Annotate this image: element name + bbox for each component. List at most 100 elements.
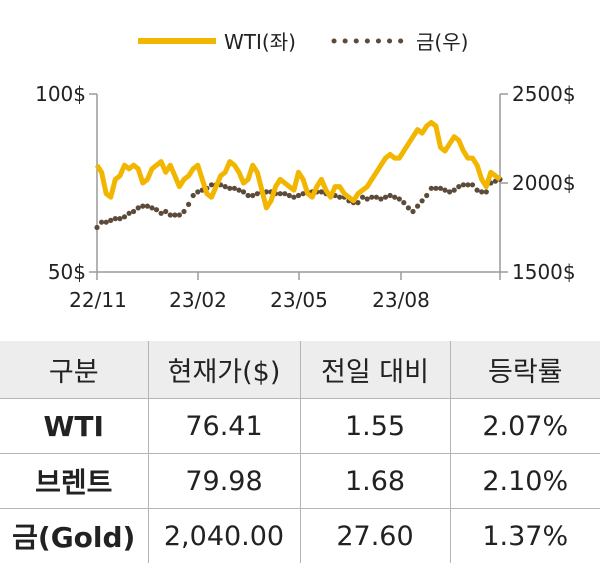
x-tick-label-2302: 23/02: [169, 288, 227, 312]
gold-point: [369, 195, 374, 200]
x-tick-label-2211: 22/11: [69, 288, 127, 312]
gold-point: [94, 225, 99, 230]
cell-change-rate: 2.07%: [450, 399, 600, 454]
gold-point: [136, 205, 141, 210]
right-tick-label-2000: 2000$: [512, 171, 576, 195]
table-header-row: 구분 현재가($) 전일 대비 등락률: [0, 341, 600, 399]
gold-point: [255, 191, 260, 196]
cell-change-rate: 2.10%: [450, 454, 600, 509]
gold-point: [461, 182, 466, 187]
legend-gold-label: 금(우): [416, 30, 468, 54]
gold-point: [131, 209, 136, 214]
gold-point: [456, 184, 461, 189]
gold-point: [392, 195, 397, 200]
header-change: 전일 대비: [300, 341, 450, 399]
gold-point: [479, 189, 484, 194]
gold-point: [122, 214, 127, 219]
gold-point: [159, 211, 164, 216]
cell-current-price: 79.98: [148, 454, 300, 509]
gold-point: [145, 204, 150, 209]
left-tick-label-50: 50$: [48, 260, 86, 284]
x-tick-label-2305: 23/05: [270, 288, 328, 312]
gold-point: [420, 198, 425, 203]
gold-point: [424, 193, 429, 198]
gold-point: [108, 218, 113, 223]
gold-point: [397, 196, 402, 201]
cell-current-price: 2,040.00: [148, 509, 300, 563]
gold-point: [250, 193, 255, 198]
gold-point: [365, 196, 370, 201]
gold-point: [433, 186, 438, 191]
gold-point: [181, 209, 186, 214]
gold-point: [191, 193, 196, 198]
gold-point: [246, 193, 251, 198]
gold-point: [140, 204, 145, 209]
gold-point: [186, 202, 191, 207]
cell-change: 1.55: [300, 399, 450, 454]
gold-point: [337, 195, 342, 200]
cell-change: 27.60: [300, 509, 450, 563]
gold-point: [117, 216, 122, 221]
row-label: 금(Gold): [0, 509, 148, 563]
gold-point: [465, 182, 470, 187]
header-change-rate: 등락률: [450, 341, 600, 399]
gold-point: [232, 186, 237, 191]
gold-point: [99, 220, 104, 225]
gold-point: [378, 196, 383, 201]
gold-point: [415, 204, 420, 209]
gold-point: [195, 189, 200, 194]
row-label: WTI: [0, 399, 148, 454]
gold-point: [484, 189, 489, 194]
gold-point: [227, 186, 232, 191]
gold-point: [291, 195, 296, 200]
plot-area: 100$ 50$ 2500$ 2000$ 1500$ 22/11 23/02 2…: [35, 82, 576, 312]
gold-point: [127, 211, 132, 216]
gold-point: [438, 186, 443, 191]
table-row-wti: WTI 76.41 1.55 2.07%: [0, 399, 600, 454]
gold-point: [406, 205, 411, 210]
gold-point: [177, 212, 182, 217]
gold-point: [287, 193, 292, 198]
price-table: 구분 현재가($) 전일 대비 등락률 WTI 76.41 1.55 2.07%…: [0, 341, 600, 563]
left-tick-label-100: 100$: [35, 82, 86, 106]
gold-point: [410, 209, 415, 214]
gold-point: [296, 193, 301, 198]
gold-point: [388, 193, 393, 198]
right-tick-label-2500: 2500$: [512, 82, 576, 106]
gold-point: [278, 191, 283, 196]
header-category: 구분: [0, 341, 148, 399]
gold-point: [223, 184, 228, 189]
gold-point: [383, 195, 388, 200]
gold-point: [163, 209, 168, 214]
gold-point: [470, 182, 475, 187]
table-row-brent: 브렌트 79.98 1.68 2.10%: [0, 454, 600, 509]
row-label: 브렌트: [0, 454, 148, 509]
price-chart: WTI(좌) 금(우) 100$ 50$ 2500$ 2000$ 1500$ 2…: [0, 0, 600, 330]
gold-point: [149, 205, 154, 210]
x-tick-label-2308: 23/08: [372, 288, 430, 312]
gold-point: [374, 195, 379, 200]
cell-change-rate: 1.37%: [450, 509, 600, 563]
right-tick-label-1500: 1500$: [512, 260, 576, 284]
gold-point: [319, 189, 324, 194]
gold-point: [168, 212, 173, 217]
cell-change: 1.68: [300, 454, 450, 509]
gold-point: [447, 189, 452, 194]
gold-point: [401, 200, 406, 205]
header-current-price: 현재가($): [148, 341, 300, 399]
gold-point: [154, 207, 159, 212]
gold-point: [236, 188, 241, 193]
cell-current-price: 76.41: [148, 399, 300, 454]
chart-legend: WTI(좌) 금(우): [138, 30, 468, 54]
gold-point: [452, 188, 457, 193]
gold-point: [113, 216, 118, 221]
gold-point: [360, 195, 365, 200]
legend-wti-label: WTI(좌): [224, 30, 296, 54]
gold-point: [241, 189, 246, 194]
table-row-gold: 금(Gold) 2,040.00 27.60 1.37%: [0, 509, 600, 563]
gold-point: [475, 188, 480, 193]
gold-series: [94, 177, 502, 230]
gold-point: [209, 182, 214, 187]
gold-point: [282, 191, 287, 196]
gold-point: [172, 212, 177, 217]
